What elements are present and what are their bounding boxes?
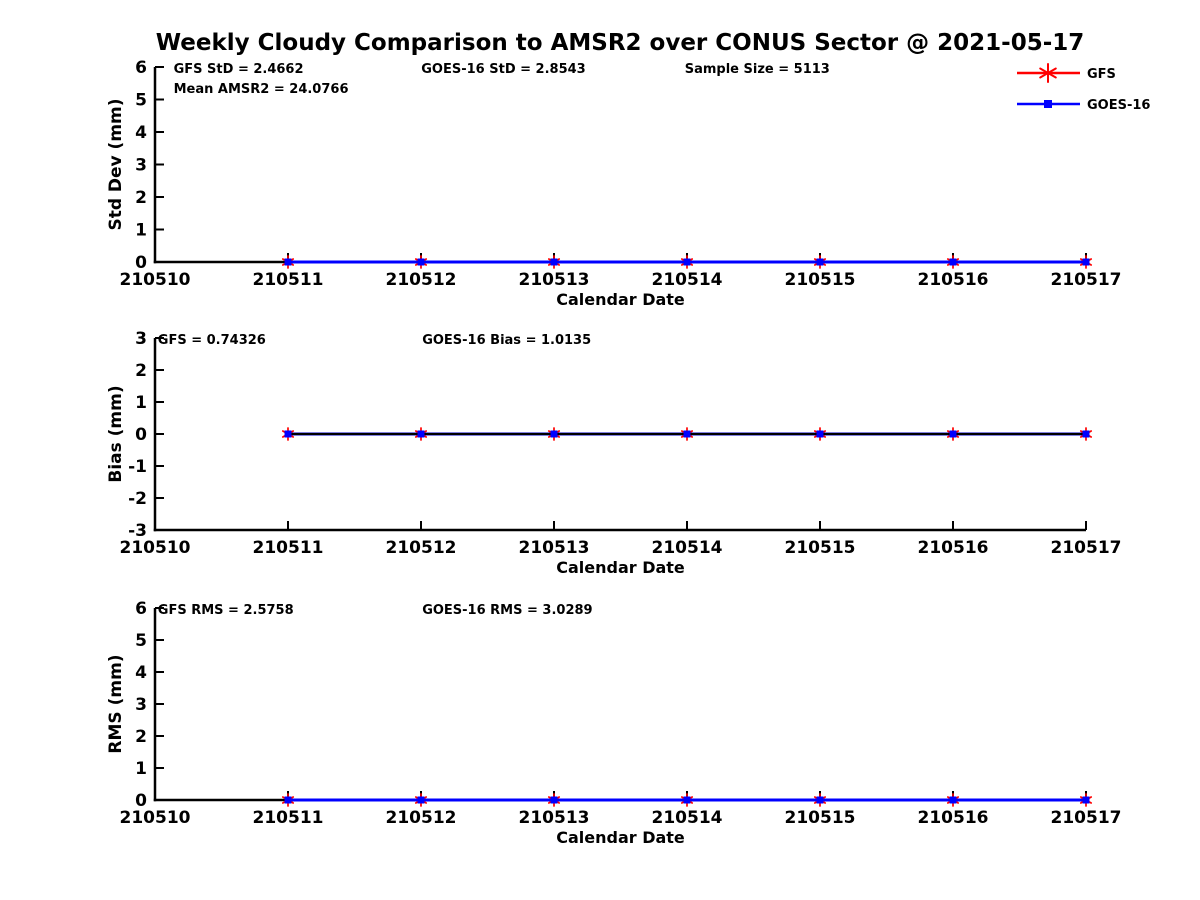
y-tick-label: 4 (135, 663, 147, 683)
legend-label: GOES-16 (1087, 98, 1150, 113)
y-tick-label: 1 (135, 759, 147, 779)
x-tick-label: 210517 (1051, 538, 1122, 558)
square-marker (816, 430, 824, 438)
x-tick-label: 210513 (519, 270, 590, 290)
square-marker (949, 258, 957, 266)
y-tick-label: 2 (135, 188, 147, 208)
square-marker (550, 430, 558, 438)
y-tick-label: 5 (135, 91, 147, 111)
stat-annotation: Sample Size = 5113 (685, 62, 830, 77)
x-tick-label: 210512 (386, 270, 457, 290)
square-marker (1044, 100, 1052, 108)
subplot-rms: 210510 210511 210512 210513 210514 210515 2105… (106, 599, 1121, 847)
square-marker (1082, 796, 1090, 804)
y-tick-label: 2 (135, 727, 147, 747)
square-marker (683, 796, 691, 804)
x-tick-label: 210514 (652, 808, 723, 828)
x-axis-label: Calendar Date (556, 828, 685, 847)
y-tick-label: 0 (135, 791, 147, 811)
square-marker (949, 430, 957, 438)
y-tick-label: 6 (135, 599, 147, 619)
y-tick-label: 1 (135, 393, 147, 413)
x-tick-label: 210517 (1051, 808, 1122, 828)
square-marker (1082, 430, 1090, 438)
series-markers-GOES-16 (284, 430, 1090, 438)
stat-annotation: GFS = 0.74326 (158, 333, 266, 348)
series-markers-GOES-16 (284, 796, 1090, 804)
square-marker (550, 796, 558, 804)
x-tick-label: 210511 (253, 270, 324, 290)
x-tick-label: 210514 (652, 538, 723, 558)
y-tick-label: 5 (135, 631, 147, 651)
square-marker (683, 258, 691, 266)
square-marker (683, 430, 691, 438)
square-marker (417, 796, 425, 804)
x-tick-label: 210517 (1051, 270, 1122, 290)
x-axis-label: Calendar Date (556, 558, 685, 577)
stat-annotation: GFS StD = 2.4662 (174, 62, 304, 77)
y-tick-label: 3 (135, 695, 147, 715)
x-tick-label: 210510 (120, 270, 191, 290)
x-tick-label: 210516 (918, 270, 989, 290)
y-tick-label: 3 (135, 329, 147, 349)
y-tick-label: 2 (135, 361, 147, 381)
square-marker (1082, 258, 1090, 266)
x-tick-label: 210515 (785, 270, 856, 290)
legend: GFS GOES-16 (1017, 63, 1150, 113)
stat-annotation: GOES-16 RMS = 3.0289 (422, 603, 592, 618)
square-marker (550, 258, 558, 266)
x-tick-label: 210514 (652, 270, 723, 290)
square-marker (417, 430, 425, 438)
x-axis-label: Calendar Date (556, 290, 685, 309)
legend-label: GFS (1087, 67, 1116, 82)
x-tick-label: 210513 (519, 808, 590, 828)
x-tick-label: 210511 (253, 538, 324, 558)
asterisk-marker (1039, 63, 1057, 83)
y-tick-label: 6 (135, 58, 147, 78)
y-tick-label: -2 (128, 489, 147, 509)
subplot-bias: 210510 210511 210512 210513 210514 210515 2105… (106, 329, 1121, 577)
x-tick-label: 210515 (785, 808, 856, 828)
square-marker (816, 796, 824, 804)
stat-annotation: GFS RMS = 2.5758 (158, 603, 294, 618)
square-marker (417, 258, 425, 266)
square-marker (949, 796, 957, 804)
x-tick-label: 210511 (253, 808, 324, 828)
y-tick-label: -1 (128, 457, 147, 477)
y-axis-label: Bias (mm) (106, 385, 126, 482)
y-axis-label: RMS (mm) (106, 654, 126, 753)
square-marker (816, 258, 824, 266)
y-tick-label: 0 (135, 425, 147, 445)
y-tick-label: -3 (128, 521, 147, 541)
x-tick-label: 210515 (785, 538, 856, 558)
square-marker (284, 796, 292, 804)
y-tick-label: 4 (135, 123, 147, 143)
x-tick-label: 210510 (120, 538, 191, 558)
stat-annotation: GOES-16 StD = 2.8543 (421, 62, 585, 77)
stat-annotation: GOES-16 Bias = 1.0135 (422, 333, 591, 348)
square-marker (284, 258, 292, 266)
square-marker (284, 430, 292, 438)
chart-title: Weekly Cloudy Comparison to AMSR2 over C… (155, 30, 1085, 56)
subplot-std-dev: 210510 210511 210512 210513 210514 210515 2105… (106, 58, 1121, 309)
x-tick-label: 210512 (386, 538, 457, 558)
x-tick-label: 210510 (120, 808, 191, 828)
stat-annotation: Mean AMSR2 = 24.0766 (174, 82, 349, 97)
x-tick-label: 210513 (519, 538, 590, 558)
y-tick-label: 1 (135, 221, 147, 241)
series-markers-GOES-16 (284, 258, 1090, 266)
x-tick-label: 210512 (386, 808, 457, 828)
y-axis-label: Std Dev (mm) (106, 98, 126, 230)
x-tick-label: 210516 (918, 808, 989, 828)
y-tick-label: 0 (135, 253, 147, 273)
y-tick-label: 3 (135, 156, 147, 176)
x-tick-label: 210516 (918, 538, 989, 558)
